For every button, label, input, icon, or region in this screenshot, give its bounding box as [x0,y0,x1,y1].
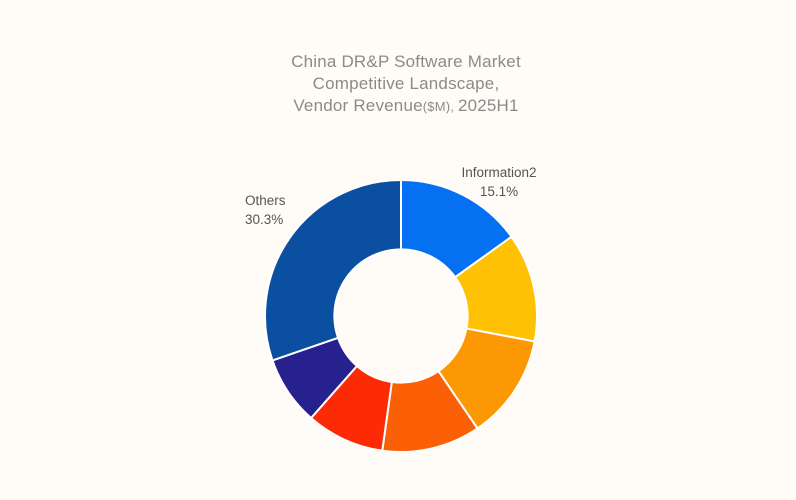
donut-chart [264,179,538,453]
donut-chart-area [261,176,541,456]
chart-title-line1: China DR&P Software Market [291,52,521,71]
chart-title-unit: ($M), [422,99,458,114]
slice-label-others-pct: 30.3% [245,211,284,227]
chart-title: China DR&P Software Market Competitive L… [206,51,606,118]
chart-title-line3: Vendor Revenue($M), 2025H1 [206,95,606,118]
slice-label-others-name: Others [245,193,286,208]
slice-label-information2-name: Information2 [461,165,537,180]
chart-title-line2: Competitive Landscape, [312,74,500,93]
slice-label-information2-pct: 15.1% [479,183,519,199]
chart-title-period: 2025H1 [457,96,519,115]
chart-title-revenue-text: Vendor Revenue [293,96,423,115]
slice-label-information2: Information2 15.1% [418,164,580,201]
donut-slice-others [264,179,402,362]
slice-label-others: Others 30.3% [245,192,365,229]
